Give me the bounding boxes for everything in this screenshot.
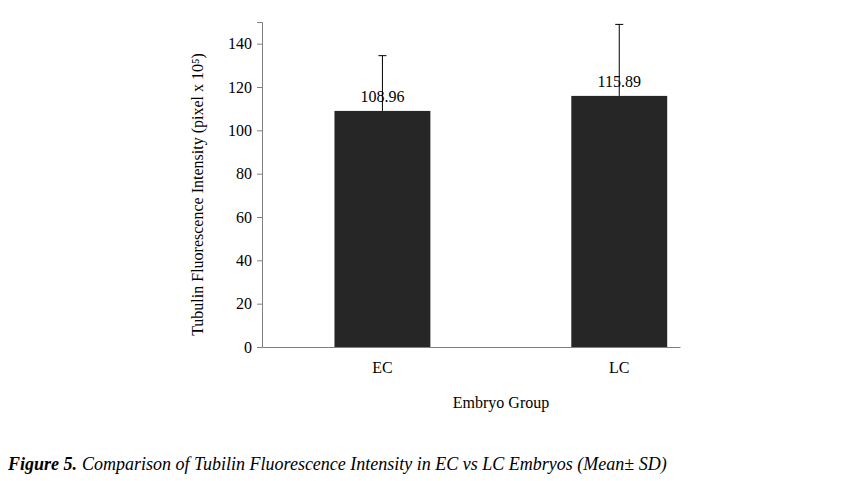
y-tick: 60 <box>236 209 262 226</box>
x-tick-label: LC <box>609 359 629 376</box>
data-labels: 108.96 115.89 <box>360 73 641 105</box>
y-tick-mark <box>257 260 262 261</box>
y-axis-line <box>257 23 263 348</box>
data-label: 115.89 <box>598 73 641 90</box>
y-tick: 100 <box>228 122 262 139</box>
error-cap <box>615 24 623 25</box>
y-tick: 20 <box>236 295 262 312</box>
plot-area <box>334 24 667 347</box>
y-tick-label: 140 <box>228 35 252 52</box>
caption: Figure 5.Comparison of Tubilin Fluoresce… <box>7 454 667 475</box>
y-tick-label: 40 <box>236 252 252 269</box>
x-axis-title: Embryo Group <box>453 394 549 412</box>
x-tick-label: EC <box>372 359 392 376</box>
y-tick-label: 0 <box>244 339 252 356</box>
bar <box>334 111 430 347</box>
error-cap <box>378 55 386 56</box>
chart: 0 20 40 60 80 100 120 140 EC LC 108.96 115.89 Tubuli… <box>0 0 852 481</box>
y-tick: 0 <box>244 339 262 356</box>
y-tick-label: 60 <box>236 209 252 226</box>
y-tick-mark <box>257 130 262 131</box>
y-tick-label: 20 <box>236 295 252 312</box>
y-axis-title: Tubulin Fluorescence Intensity (pixel x … <box>189 53 207 336</box>
y-tick-label: 120 <box>228 79 252 96</box>
y-tick-mark <box>257 217 262 218</box>
y-tick-mark <box>257 347 262 348</box>
title: Comparison of Tubilin Fluorescence Inten… <box>82 454 667 475</box>
figure-label: Figure 5. <box>7 454 77 474</box>
x-axis: EC LC <box>263 347 681 376</box>
y-tick-mark <box>257 44 262 45</box>
y-tick-label: 80 <box>236 165 252 182</box>
y-tick: 80 <box>236 165 262 182</box>
x-tick: LC <box>609 347 629 376</box>
y-tick-mark <box>257 304 262 305</box>
data-label: 108.96 <box>360 88 404 105</box>
y-tick-mark <box>257 174 262 175</box>
y-axis: 0 20 40 60 80 100 120 140 <box>228 23 263 356</box>
bar <box>571 96 667 347</box>
y-tick-label: 100 <box>228 122 252 139</box>
y-tick: 40 <box>236 252 262 269</box>
y-tick: 120 <box>228 79 262 96</box>
x-axis-line <box>263 347 681 348</box>
y-tick: 140 <box>228 35 262 52</box>
x-tick: EC <box>372 347 392 376</box>
y-tick-mark <box>257 87 262 88</box>
